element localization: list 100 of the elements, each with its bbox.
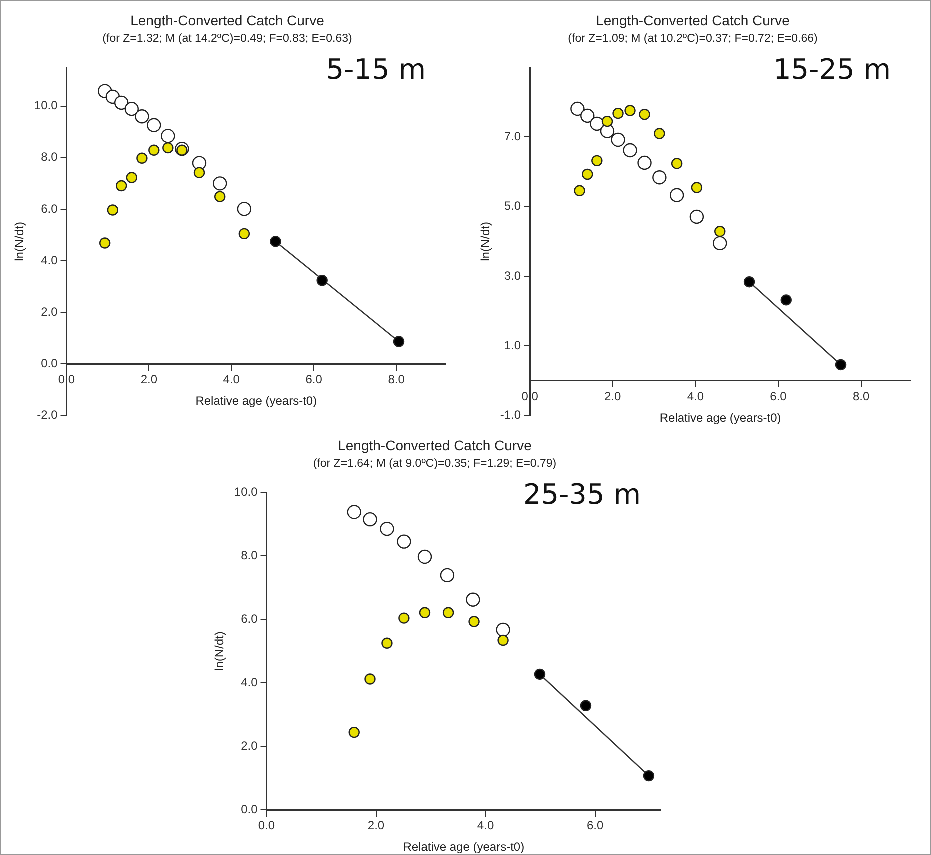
point [534,668,546,680]
point [116,180,128,192]
point [393,336,405,348]
point [214,191,226,202]
point [364,674,376,685]
point [654,128,666,140]
y-tick-label: -2.0 [37,408,58,422]
point [440,568,455,583]
point [419,607,431,618]
point [570,102,585,116]
annotation: 5-15 m [326,52,426,86]
point [194,167,206,178]
y-tick-label: 10.0 [34,98,58,113]
point [99,238,111,249]
point [744,276,756,288]
point [270,236,282,248]
point [602,116,614,128]
x-tick-label: 4.0 [223,372,240,387]
point [835,359,847,371]
x-tick-label: 4.0 [687,389,704,404]
y-tick-label: 4.0 [241,675,258,690]
point [162,142,174,154]
point [496,622,510,638]
y-tick-label: 6.0 [241,612,258,626]
point [780,294,792,306]
annotation: 15-25 m [773,52,891,86]
point [348,726,360,738]
y-tick-label: 8.0 [241,548,258,562]
x-tick-label: 6.0 [306,372,323,387]
y-tick-label: 4.0 [41,253,58,268]
y-tick-label: 2.0 [241,738,258,753]
point [611,132,626,148]
y-tick-label: 0.0 [241,802,258,816]
x-tick-label: 8.0 [852,389,870,404]
point [670,188,684,202]
y-tick-label: 1.0 [504,338,522,352]
y-tick-label: 3.0 [504,268,522,283]
point [124,102,139,116]
point [442,607,454,618]
point [148,144,160,156]
point [161,129,176,144]
x-tick-label: 4.0 [477,818,494,833]
point [643,770,655,782]
y-axis-title: ln(N/dt) [478,222,493,262]
point [574,185,586,196]
point [466,592,480,607]
point [612,108,624,120]
chart-title: Length-Converted Catch Curve [596,12,790,28]
y-tick-label: 10.0 [234,484,258,499]
y-tick-label: 7.0 [504,130,522,144]
x-tick-label: 6.0 [770,389,788,404]
point [382,638,393,649]
y-tick-label: 8.0 [41,150,58,164]
chart-subtitle: (for Z=1.64; M (at 9.0ºC)=0.35; F=1.29; E=0.79) [313,458,557,470]
point [136,152,148,164]
y-axis-title: ln(N/dt) [212,632,227,671]
x-tick-label: 2.0 [140,372,158,387]
x-axis-title: Relative age (years-t0) [403,840,525,854]
point [582,168,594,180]
point [580,700,592,712]
y-axis-title: ln(N/dt) [12,222,27,262]
point [380,522,394,536]
point [176,144,188,156]
y-tick-label: 5.0 [504,199,522,214]
point [714,226,726,238]
x-axis-title: Relative age (years-t0) [660,410,782,425]
point [237,202,252,216]
point [624,105,636,116]
x-tick-label: 0.0 [258,818,276,833]
x-tick-label: 2.0 [604,389,622,404]
x-tick-label: 8.0 [388,372,406,387]
x-tick-label: 6.0 [586,818,604,833]
point [690,210,704,224]
point [397,534,412,549]
point [623,143,638,158]
chart-subtitle: (for Z=1.32; M (at 14.2ºC)=0.49; F=0.83; E=0.63) [102,32,352,45]
chart-subtitle: (for Z=1.09; M (at 10.2ºC)=0.37; F=0.72; E=0.66) [568,32,818,45]
x-tick-label: 2.0 [368,818,385,833]
point [691,182,703,194]
y-tick-label: 2.0 [41,304,58,319]
point [135,110,150,124]
point [114,96,129,110]
point [363,512,378,527]
annotation: 25-35 m [523,478,641,511]
chart-title: Length-Converted Catch Curve [130,12,325,28]
point [398,612,410,624]
point [652,170,667,185]
point [592,155,603,167]
point [638,156,652,170]
chart-title: Length-Converted Catch Curve [338,437,532,454]
point [126,172,138,184]
point [107,204,119,216]
point [213,176,228,191]
point [316,275,328,286]
point [671,158,683,170]
point [590,116,604,132]
point [147,118,162,132]
y-tick-label: 0.0 [41,356,58,371]
point [713,236,728,251]
point [347,505,362,520]
